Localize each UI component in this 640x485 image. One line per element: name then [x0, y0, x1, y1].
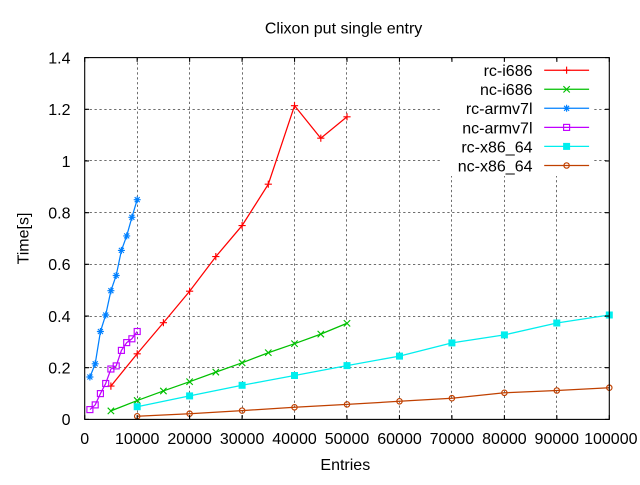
svg-text:50000: 50000	[325, 431, 370, 448]
svg-text:70000: 70000	[430, 431, 475, 448]
svg-text:0.4: 0.4	[48, 309, 70, 326]
svg-text:rc-i686: rc-i686	[484, 63, 533, 80]
svg-text:40000: 40000	[272, 431, 317, 448]
svg-text:30000: 30000	[220, 431, 265, 448]
svg-text:1.4: 1.4	[48, 50, 70, 67]
svg-text:20000: 20000	[167, 431, 212, 448]
svg-text:0.6: 0.6	[48, 257, 70, 274]
svg-text:0: 0	[62, 412, 71, 429]
svg-text:nc-armv7l: nc-armv7l	[462, 120, 532, 137]
svg-text:80000: 80000	[482, 431, 527, 448]
svg-text:Clixon put single entry: Clixon put single entry	[265, 20, 422, 37]
svg-text:Entries: Entries	[320, 457, 370, 474]
svg-text:0.8: 0.8	[48, 206, 70, 223]
svg-text:100000: 100000	[584, 431, 637, 448]
svg-text:rc-armv7l: rc-armv7l	[466, 101, 533, 118]
svg-text:nc-i686: nc-i686	[480, 82, 533, 99]
svg-text:0.2: 0.2	[48, 361, 70, 378]
svg-text:1.2: 1.2	[48, 102, 70, 119]
svg-text:60000: 60000	[377, 431, 422, 448]
svg-text:rc-x86_64: rc-x86_64	[461, 139, 532, 156]
svg-text:0: 0	[80, 431, 89, 448]
svg-text:Time[s]: Time[s]	[16, 213, 33, 265]
svg-text:10000: 10000	[115, 431, 160, 448]
svg-text:1: 1	[62, 154, 71, 171]
svg-text:90000: 90000	[535, 431, 580, 448]
svg-text:nc-x86_64: nc-x86_64	[458, 158, 533, 175]
